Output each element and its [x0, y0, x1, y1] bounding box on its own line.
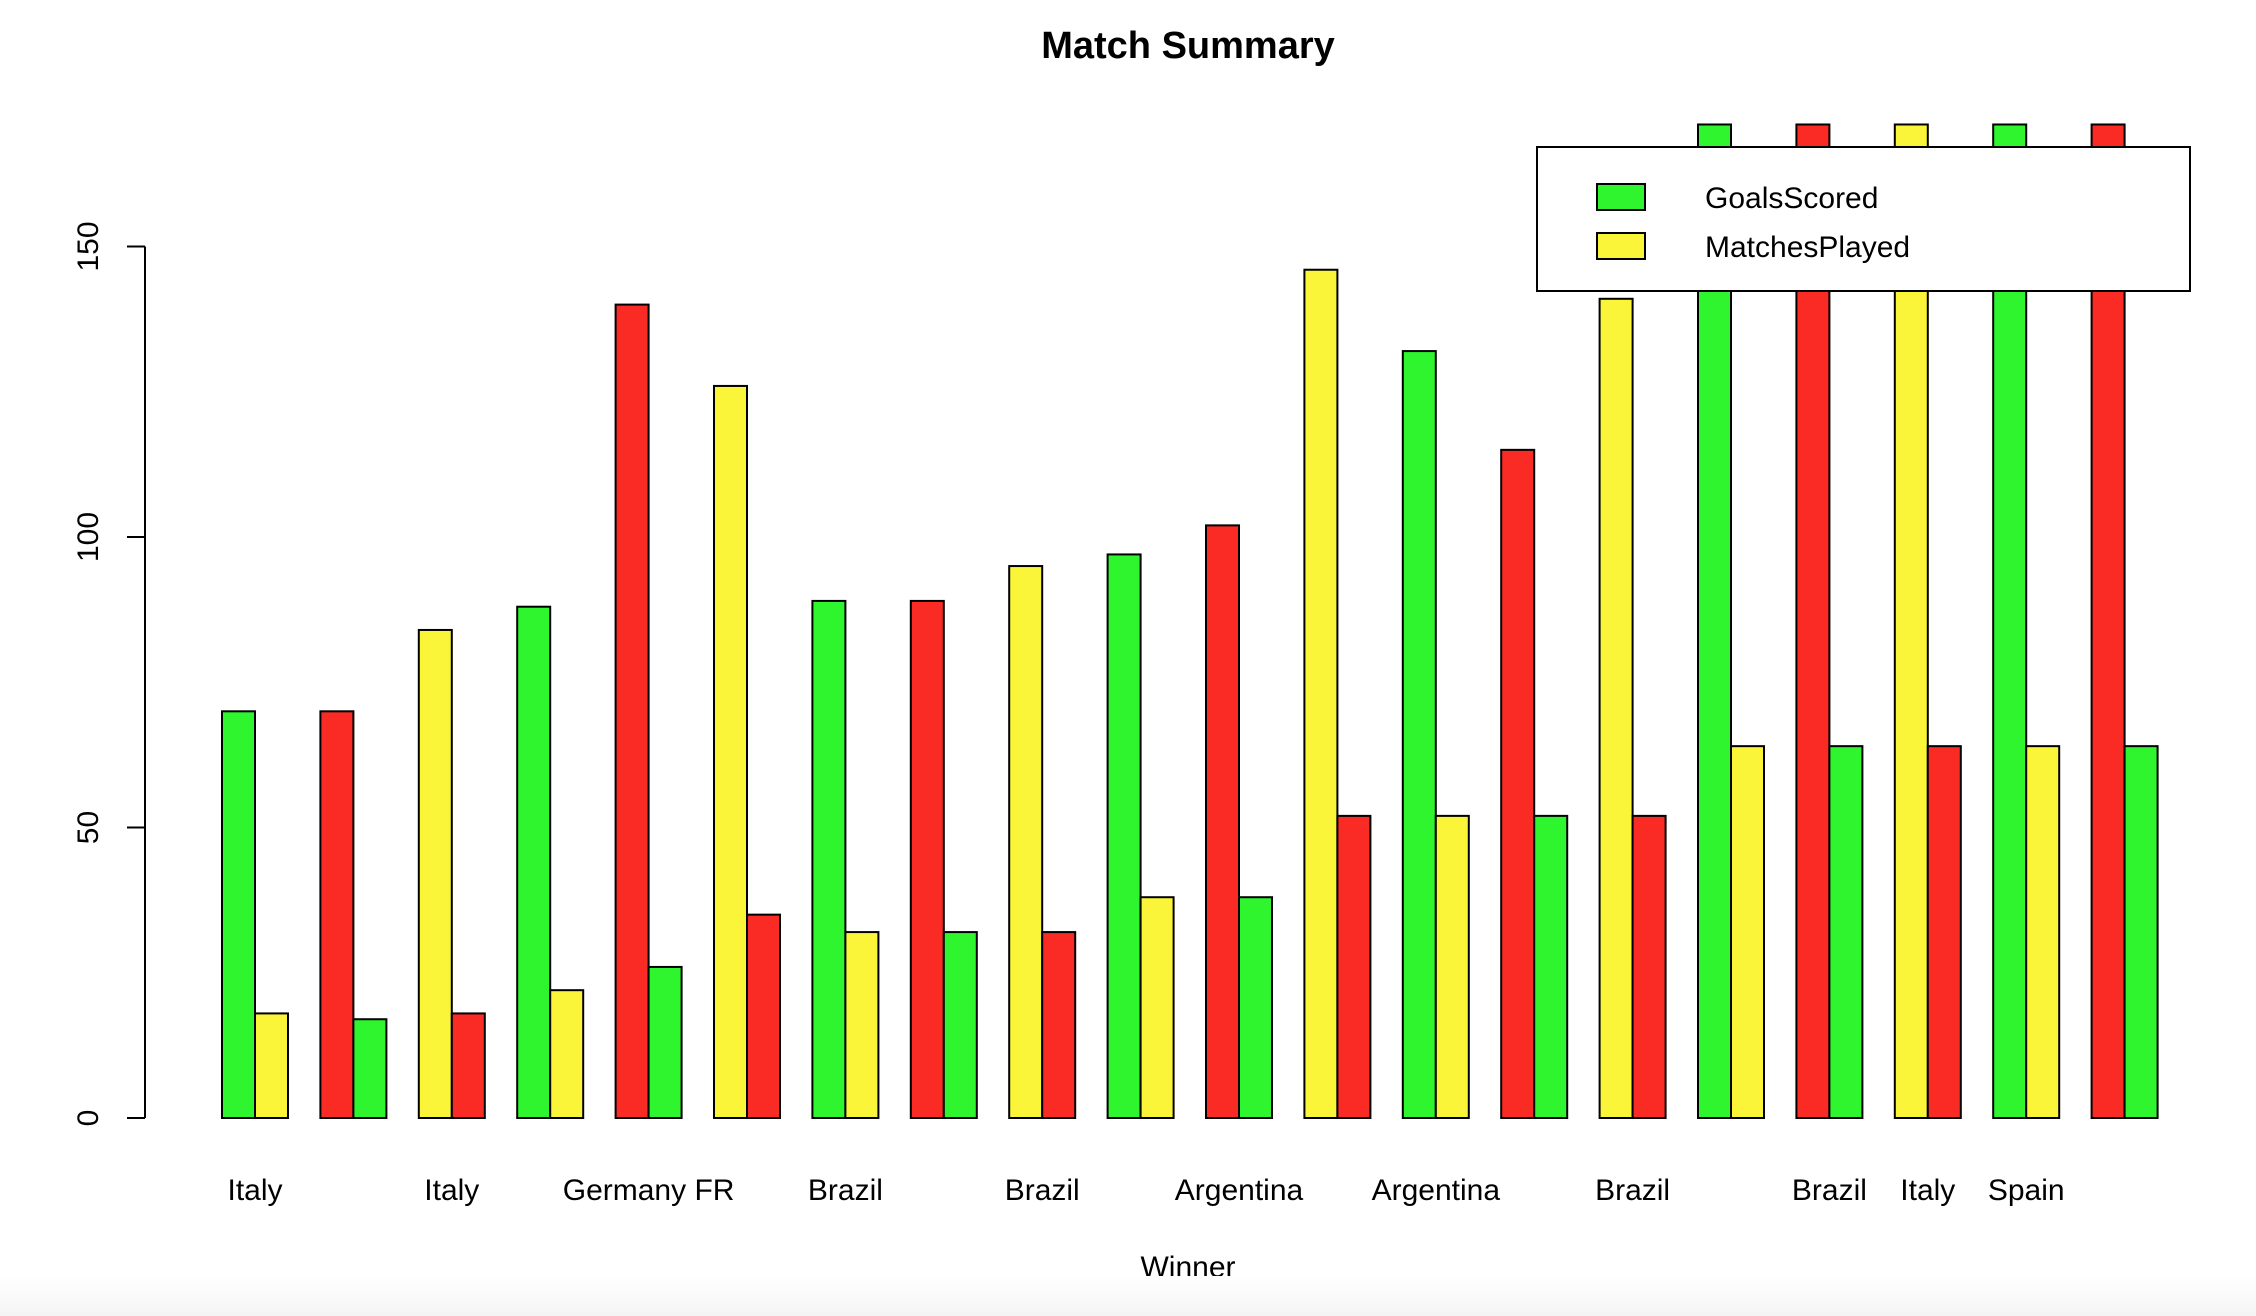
- bar-3: [319, 710, 355, 1119]
- bar-1: [221, 710, 256, 1119]
- bar-19: [1106, 553, 1142, 1119]
- category-label-3: Germany FR: [563, 1174, 735, 1207]
- bar-7: [516, 605, 552, 1119]
- bar-9: [614, 303, 650, 1120]
- y-tick-label-150: 150: [72, 221, 105, 271]
- category-label-8: Brazil: [1595, 1174, 1670, 1207]
- bar-16: [942, 931, 978, 1120]
- category-label-9: Brazil: [1792, 1174, 1867, 1207]
- legend-swatch-1: [1596, 183, 1646, 211]
- category-label-5: Brazil: [1005, 1174, 1080, 1207]
- bar-32: [1730, 745, 1765, 1119]
- y-tick-label-50: 50: [72, 811, 105, 844]
- bar-8: [549, 989, 585, 1119]
- bar-24: [1336, 814, 1372, 1119]
- bar-14: [844, 931, 880, 1120]
- bar-26: [1434, 814, 1470, 1119]
- chart-title: Match Summary: [1041, 25, 1335, 67]
- y-axis: 0 50 100 150: [72, 221, 146, 1127]
- bar-21: [1205, 524, 1240, 1119]
- bar-6: [450, 1012, 486, 1119]
- category-label-1: Italy: [227, 1174, 282, 1207]
- bar-22: [1238, 896, 1273, 1119]
- category-label-6: Argentina: [1175, 1174, 1304, 1207]
- bar-20: [1139, 896, 1175, 1119]
- bar-28: [1533, 814, 1569, 1119]
- bar-15: [909, 599, 945, 1119]
- category-label-4: Brazil: [808, 1174, 883, 1207]
- legend-label-2: MatchesPlayed: [1705, 231, 1910, 264]
- bar-10: [647, 965, 683, 1119]
- bar-23: [1303, 268, 1339, 1119]
- bar-25: [1401, 350, 1437, 1119]
- category-label-2: Italy: [424, 1174, 479, 1207]
- bar-5: [417, 628, 453, 1120]
- bar-38: [2025, 745, 2061, 1119]
- y-tick-label-0: 0: [72, 1110, 105, 1127]
- bar-29: [1598, 297, 1634, 1120]
- bar-34: [1828, 745, 1864, 1119]
- bar-27: [1500, 448, 1536, 1120]
- bar-13: [811, 599, 847, 1119]
- legend: GoalsScored MatchesPlayed: [1536, 146, 2191, 292]
- y-tick-label-100: 100: [72, 512, 105, 562]
- bar-40: [2123, 745, 2159, 1119]
- bar-12: [746, 913, 781, 1120]
- category-label-10: Italy: [1900, 1174, 1955, 1207]
- category-labels: Italy Italy Germany FR Brazil Brazil Argentin…: [227, 1174, 2064, 1207]
- category-label-11: Spain: [1988, 1174, 2065, 1207]
- bar-30: [1631, 814, 1667, 1119]
- window-bottom-edge: [0, 1276, 2256, 1316]
- bar-18: [1041, 931, 1077, 1120]
- bar-4: [352, 1018, 388, 1119]
- bar-2: [254, 1012, 289, 1119]
- legend-label-1: GoalsScored: [1705, 182, 1878, 215]
- legend-box: [1536, 146, 2191, 292]
- bar-36: [1926, 745, 1962, 1119]
- legend-swatch-2: [1596, 232, 1646, 260]
- bar-17: [1008, 565, 1044, 1119]
- bar-11: [713, 384, 748, 1119]
- category-label-7: Argentina: [1372, 1174, 1501, 1207]
